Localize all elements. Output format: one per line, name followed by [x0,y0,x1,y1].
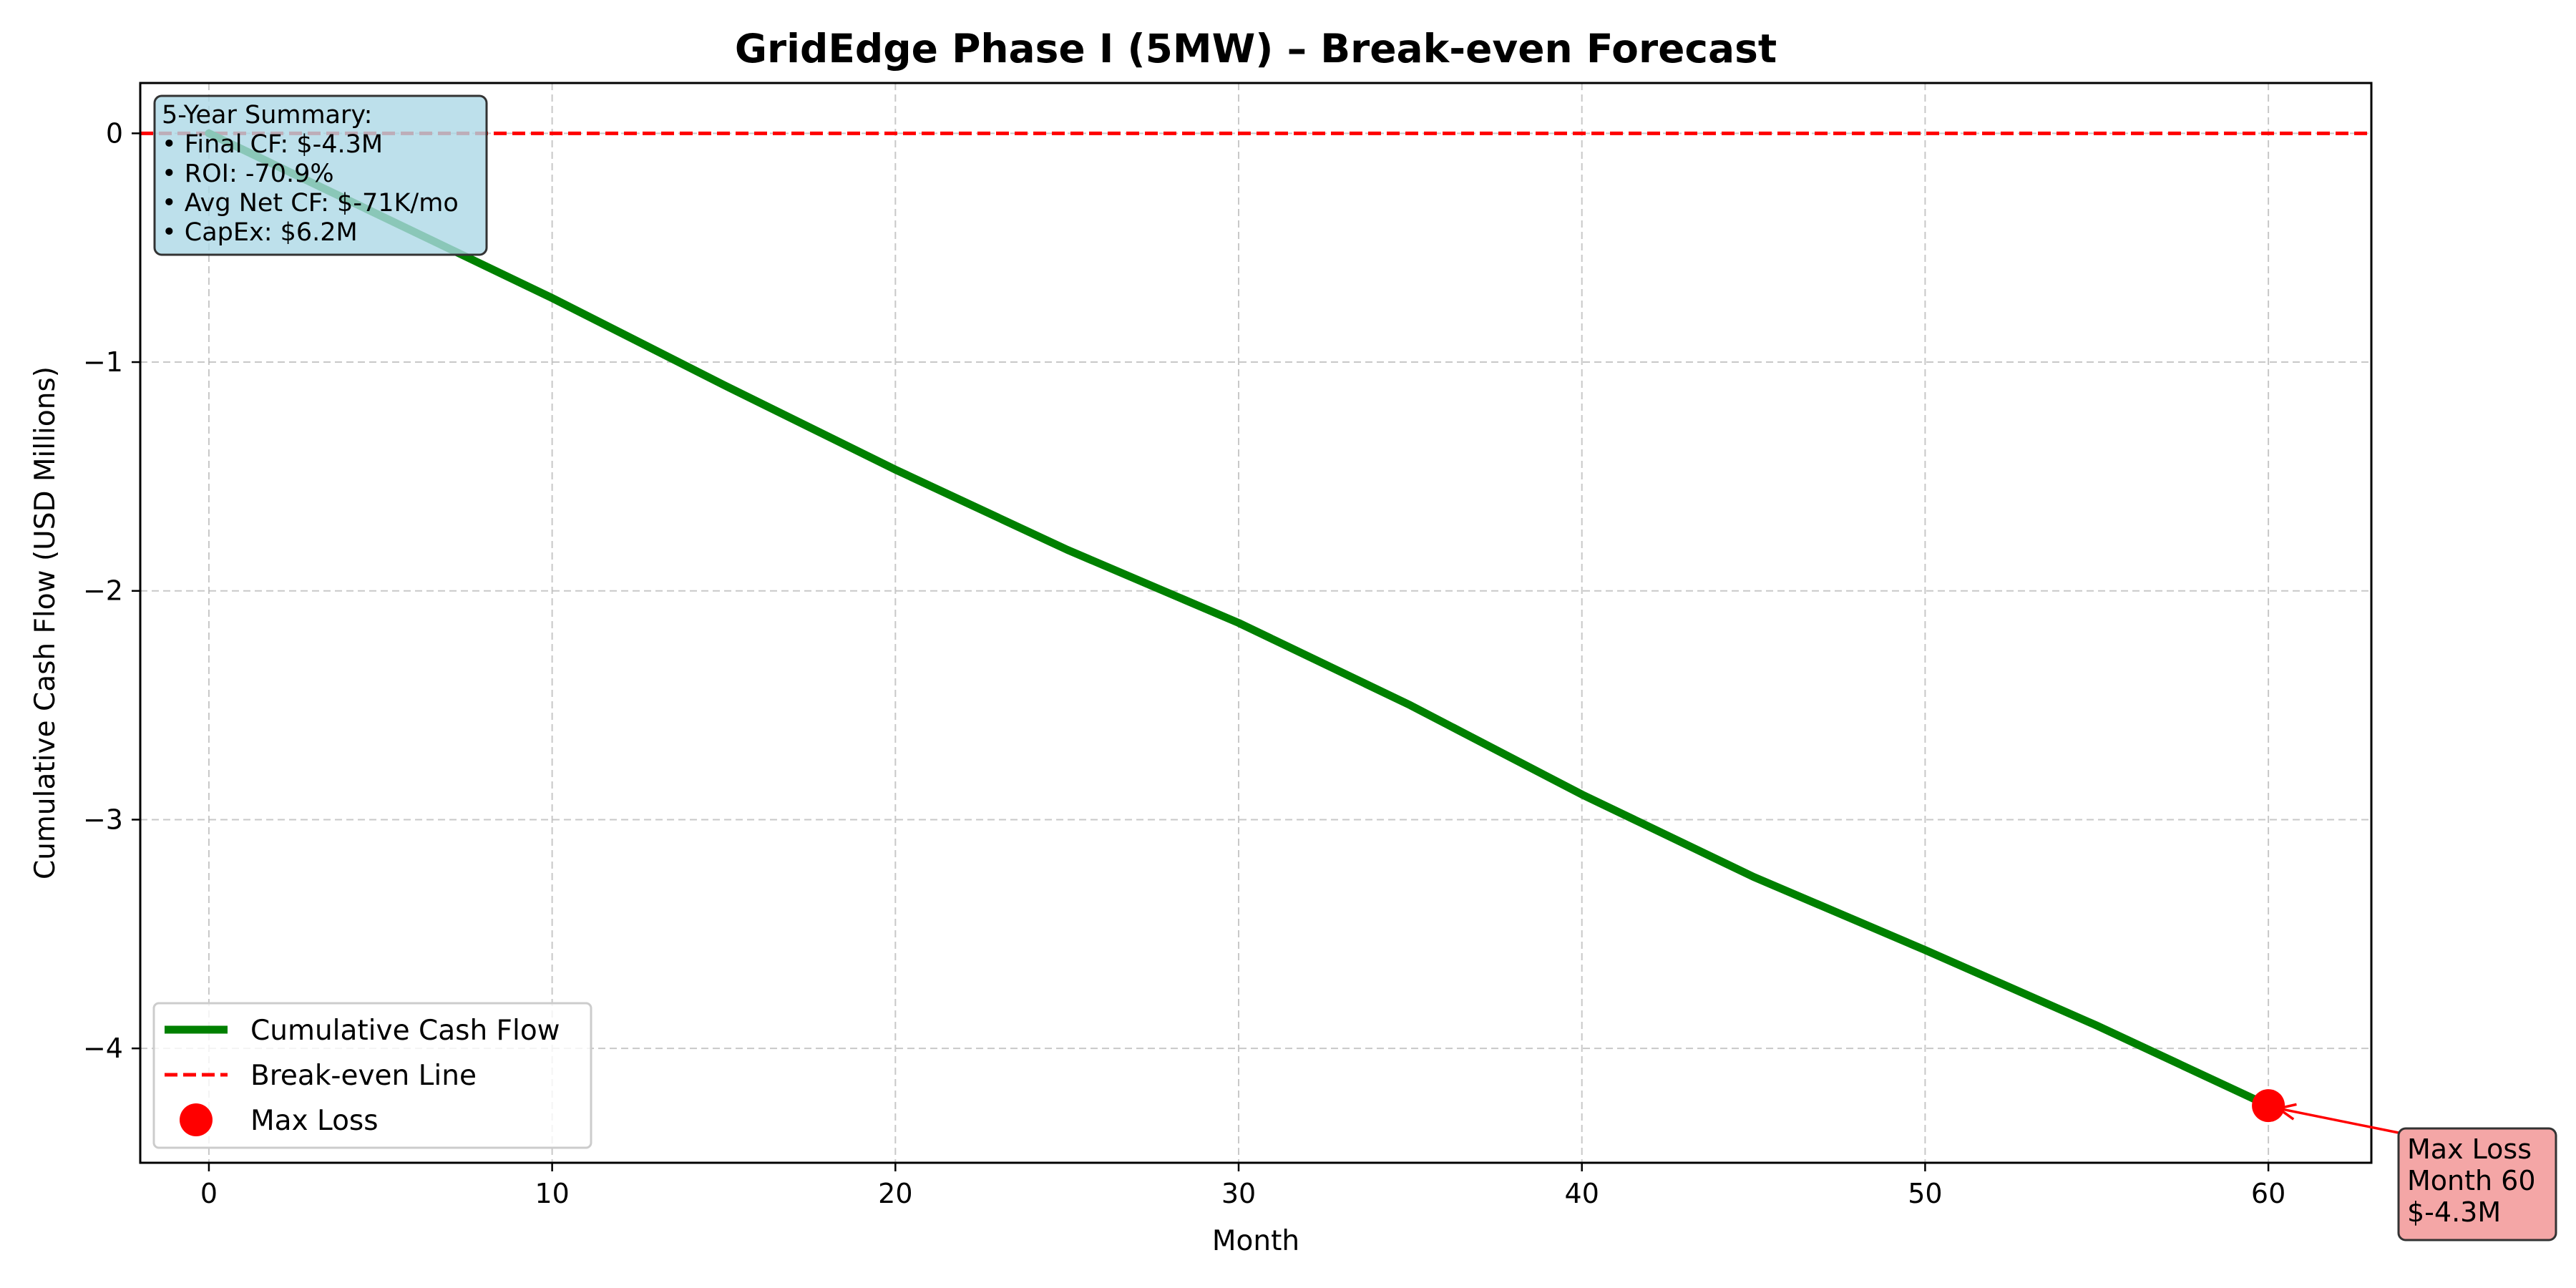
x-tick-label: 20 [878,1178,912,1209]
axis-ticks: 0 10 20 30 40 50 60 0 −1 −2 −3 −4 [83,117,2285,1209]
annotation-line: Month 60 [2407,1165,2536,1196]
max-loss-marker [2252,1089,2285,1123]
summary-box: 5-Year Summary: • Final CF: $-4.3M • ROI… [153,94,488,256]
annotation-arrow [2278,1107,2399,1134]
y-tick-label: −4 [83,1033,123,1064]
y-tick-label: −3 [83,804,123,835]
y-axis-label: Cumulative Cash Flow (USD Millions) [29,366,62,879]
legend-label-max-loss: Max Loss [250,1105,379,1137]
x-tick-label: 0 [200,1178,218,1209]
annotation-line: $-4.3M [2407,1196,2501,1228]
legend: Cumulative Cash Flow Break-even Line Max… [152,1002,592,1149]
summary-line: • Avg Net CF: $-71K/mo [162,189,459,218]
plot-area [139,82,2373,1164]
annotation-line: Max Loss [2407,1133,2532,1165]
x-tick-label: 30 [1221,1178,1256,1209]
summary-line: • ROI: -70.9% [162,160,334,188]
chart-title: GridEdge Phase I (5MW) – Break-even Fore… [735,26,1777,72]
annotation-box [2397,1127,2557,1241]
summary-line: 5-Year Summary: [162,101,372,130]
x-tick-label: 50 [1908,1178,1942,1209]
legend-label-break-even-line: Break-even Line [250,1060,477,1092]
x-tick-label: 40 [1565,1178,1599,1209]
y-tick-label: −1 [83,346,123,378]
legend-background [152,1002,592,1149]
summary-box-background [153,94,488,256]
y-tick-label: 0 [106,117,123,149]
series-layer [140,129,2371,1123]
summary-line: • CapEx: $6.2M [162,218,358,247]
max-loss-annotation: Max Loss Month 60 $-4.3M [2275,1103,2557,1241]
x-tick-label: 10 [535,1178,569,1209]
plot-frame [139,82,2373,1164]
legend-label-cumulative-cash-flow: Cumulative Cash Flow [250,1015,560,1047]
y-tick-label: −2 [83,575,123,607]
summary-line: • Final CF: $-4.3M [162,130,383,159]
x-tick-label: 60 [2251,1178,2285,1209]
cumulative-cash-flow-line [205,129,2273,1110]
annotation-arrowhead [2275,1103,2297,1121]
legend-swatch-max-loss [180,1103,213,1136]
x-axis-label: Month [1212,1225,1299,1257]
